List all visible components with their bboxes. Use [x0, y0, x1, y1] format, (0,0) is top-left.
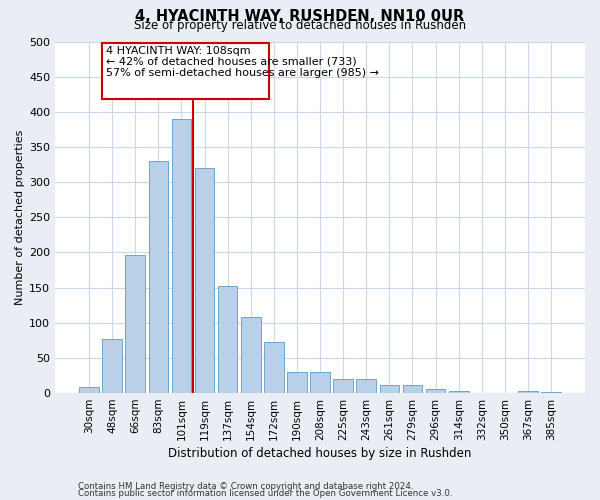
Bar	[149, 161, 168, 393]
Bar	[356, 379, 376, 393]
Bar	[172, 119, 191, 393]
Bar	[102, 43, 269, 99]
Bar	[518, 391, 538, 393]
Bar	[195, 168, 214, 393]
Bar	[241, 317, 260, 393]
Text: 57% of semi-detached houses are larger (985) →: 57% of semi-detached houses are larger (…	[106, 68, 379, 78]
Y-axis label: Number of detached properties: Number of detached properties	[15, 130, 25, 305]
Bar	[310, 372, 330, 393]
Bar	[380, 384, 399, 393]
Text: Contains HM Land Registry data © Crown copyright and database right 2024.: Contains HM Land Registry data © Crown c…	[78, 482, 413, 491]
Bar	[426, 389, 445, 393]
Bar	[403, 384, 422, 393]
Bar	[125, 254, 145, 393]
Bar	[541, 392, 561, 393]
Bar	[79, 388, 99, 393]
Bar	[264, 342, 284, 393]
Text: ← 42% of detached houses are smaller (733): ← 42% of detached houses are smaller (73…	[106, 57, 357, 67]
Text: Size of property relative to detached houses in Rushden: Size of property relative to detached ho…	[134, 19, 466, 32]
Bar	[287, 372, 307, 393]
Text: Contains public sector information licensed under the Open Government Licence v3: Contains public sector information licen…	[78, 489, 452, 498]
Text: 4, HYACINTH WAY, RUSHDEN, NN10 0UR: 4, HYACINTH WAY, RUSHDEN, NN10 0UR	[136, 9, 464, 24]
Bar	[334, 379, 353, 393]
X-axis label: Distribution of detached houses by size in Rushden: Distribution of detached houses by size …	[169, 447, 472, 460]
Bar	[218, 286, 238, 393]
Bar	[449, 391, 469, 393]
Text: 4 HYACINTH WAY: 108sqm: 4 HYACINTH WAY: 108sqm	[106, 46, 251, 56]
Bar	[103, 339, 122, 393]
